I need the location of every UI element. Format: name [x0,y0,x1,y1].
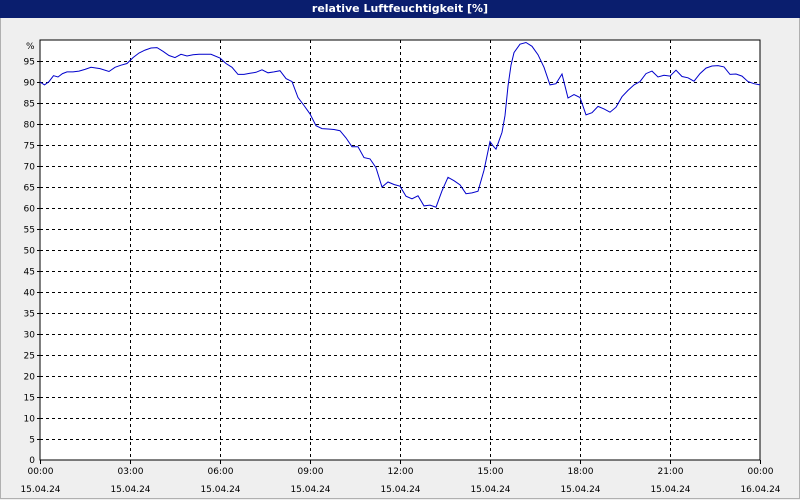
x-tick-time-label: 12:00 [388,467,414,477]
y-tick-label: 75 [24,142,35,152]
y-tick-label: 70 [24,163,36,173]
y-tick-label: 10 [24,415,36,425]
y-tick-label: 90 [24,79,36,89]
y-tick-label: 95 [24,58,35,68]
y-tick-label: 85 [24,100,35,110]
y-tick-label: 25 [24,352,35,362]
x-tick-time-label: 21:00 [658,467,684,477]
y-tick-label: 20 [24,373,36,383]
x-tick-time-label: 09:00 [298,467,324,477]
x-tick-time-label: 18:00 [568,467,594,477]
y-tick-label: 55 [24,226,35,236]
x-tick-date-label: 15.04.24 [200,485,240,495]
humidity-series-line [39,41,761,208]
y-tick-label: 30 [24,331,36,341]
y-tick-label: 15 [24,394,35,404]
x-tick-date-label: 15.04.24 [380,485,420,495]
y-tick-label: 35 [24,310,35,320]
y-tick-label: 80 [24,121,36,131]
x-tick-time-label: 00:00 [748,467,774,477]
x-tick-date-label: 15.04.24 [560,485,600,495]
x-tick-time-label: 15:00 [478,467,504,477]
y-tick-label: 45 [24,268,35,278]
x-tick-date-label: 16.04.24 [740,485,780,495]
x-tick-time-label: 00:00 [28,467,54,477]
y-tick-label: 60 [24,205,36,215]
chart-title: relative Luftfeuchtigkeit [%] [0,0,800,18]
x-tick-date-label: 15.04.24 [110,485,150,495]
x-tick-date-label: 15.04.24 [20,485,60,495]
y-axis-unit-label: % [26,42,35,52]
x-tick-date-label: 15.04.24 [650,485,690,495]
y-tick-label: 40 [24,289,36,299]
y-tick-label: 65 [24,184,35,194]
y-tick-label: 50 [24,247,36,257]
x-tick-date-label: 15.04.24 [470,485,510,495]
y-tick-label: 0 [29,456,35,466]
x-tick-time-label: 03:00 [118,467,144,477]
y-tick-label: 5 [29,436,35,446]
x-tick-time-label: 06:00 [208,467,234,477]
x-tick-date-label: 15.04.24 [290,485,330,495]
